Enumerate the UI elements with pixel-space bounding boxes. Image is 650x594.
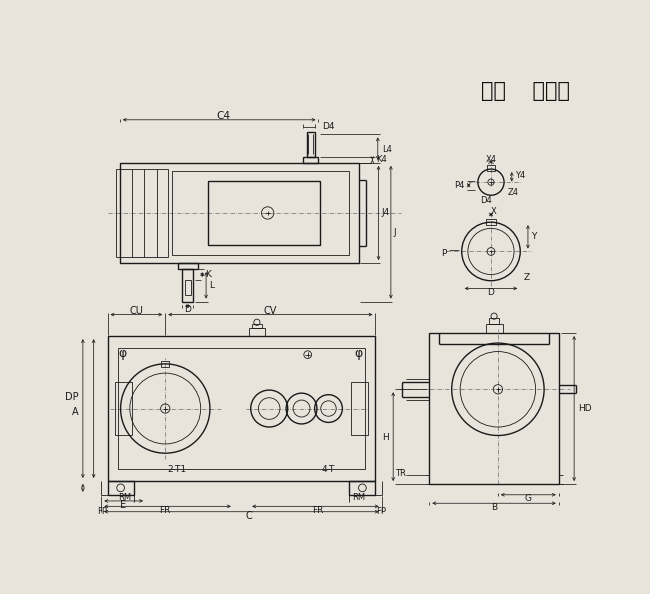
Text: L: L bbox=[209, 281, 214, 290]
Text: Y: Y bbox=[531, 232, 536, 241]
Text: G: G bbox=[525, 494, 532, 503]
Text: C4: C4 bbox=[216, 111, 230, 121]
Text: RM: RM bbox=[352, 494, 365, 503]
Text: B: B bbox=[491, 503, 497, 511]
Bar bbox=[118, 349, 365, 469]
Bar bbox=[177, 263, 198, 269]
Text: φ: φ bbox=[354, 347, 363, 359]
Text: CU: CU bbox=[129, 306, 143, 316]
Text: J4: J4 bbox=[382, 208, 390, 217]
Text: D4: D4 bbox=[480, 196, 492, 205]
Text: K4: K4 bbox=[376, 155, 387, 165]
Text: D: D bbox=[488, 287, 495, 297]
Text: X: X bbox=[490, 207, 496, 216]
Text: 四段    平行轴: 四段 平行轴 bbox=[481, 81, 570, 102]
Bar bbox=[120, 163, 359, 263]
Text: J: J bbox=[394, 228, 396, 237]
Text: D4: D4 bbox=[322, 122, 335, 131]
Text: HD: HD bbox=[578, 404, 592, 413]
Text: 2-T1: 2-T1 bbox=[167, 465, 187, 474]
Text: L4: L4 bbox=[382, 144, 391, 154]
Text: E: E bbox=[120, 500, 126, 510]
Text: RM: RM bbox=[118, 494, 131, 503]
Bar bbox=[209, 181, 320, 245]
Text: C: C bbox=[246, 511, 253, 520]
Bar bbox=[107, 481, 134, 495]
Text: DP: DP bbox=[66, 392, 79, 402]
Bar bbox=[107, 336, 376, 481]
Text: Y4: Y4 bbox=[515, 172, 525, 181]
Text: K: K bbox=[205, 270, 211, 279]
Text: H: H bbox=[383, 432, 389, 441]
Text: Z: Z bbox=[524, 273, 530, 282]
Text: FP: FP bbox=[97, 507, 107, 516]
Bar bbox=[120, 169, 168, 257]
Bar bbox=[172, 170, 349, 255]
Bar bbox=[182, 269, 193, 302]
Text: FP: FP bbox=[376, 507, 386, 516]
Text: FR: FR bbox=[312, 505, 324, 514]
Bar bbox=[185, 280, 190, 295]
Text: FR: FR bbox=[160, 505, 171, 514]
Text: P: P bbox=[441, 248, 447, 258]
Bar bbox=[486, 324, 502, 333]
Bar bbox=[489, 318, 499, 324]
Text: CV: CV bbox=[263, 306, 277, 316]
Text: X4: X4 bbox=[486, 154, 497, 163]
Text: TR: TR bbox=[395, 469, 406, 478]
Bar bbox=[161, 361, 169, 367]
Bar bbox=[303, 157, 318, 163]
Text: φ: φ bbox=[119, 347, 127, 359]
Bar bbox=[486, 219, 495, 225]
Text: 4-T: 4-T bbox=[322, 465, 335, 474]
Bar bbox=[307, 132, 315, 157]
Bar bbox=[252, 324, 261, 328]
Text: D: D bbox=[184, 305, 191, 314]
Bar bbox=[487, 165, 495, 170]
Text: Z4: Z4 bbox=[508, 188, 519, 197]
Bar bbox=[349, 481, 376, 495]
Bar bbox=[249, 328, 265, 336]
Text: P4: P4 bbox=[454, 181, 464, 189]
Bar bbox=[351, 383, 368, 435]
Bar bbox=[430, 333, 559, 484]
Bar bbox=[115, 383, 132, 435]
Text: A: A bbox=[72, 407, 79, 418]
